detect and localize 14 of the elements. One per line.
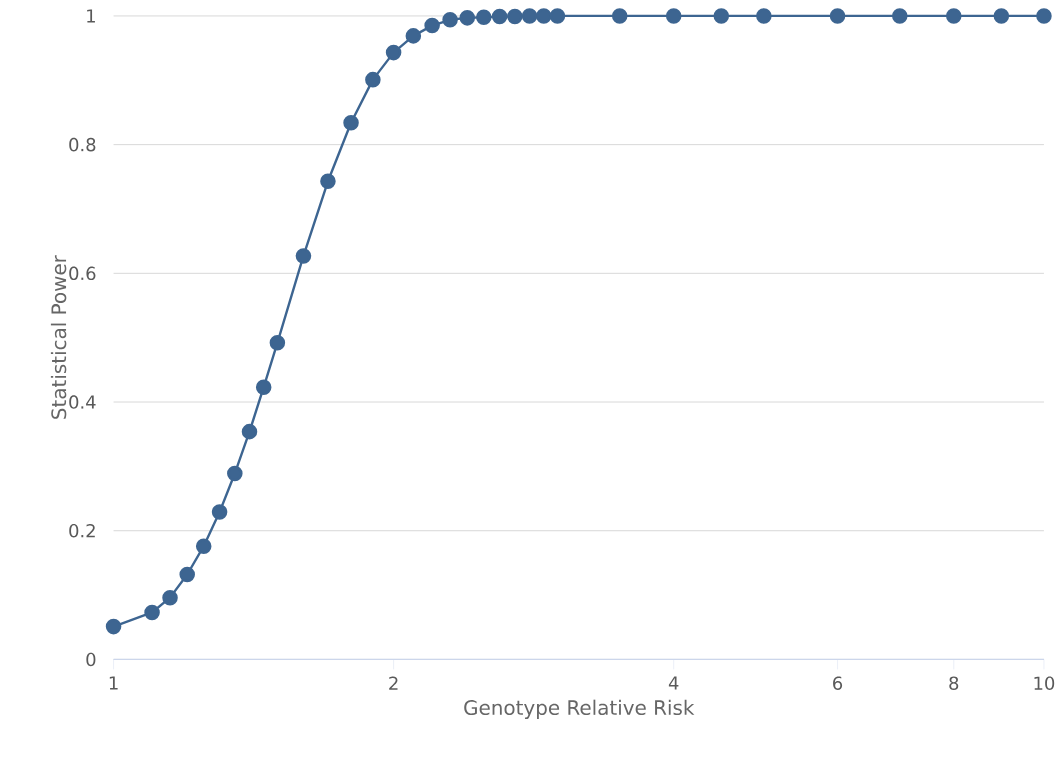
- y-tick-label: 0.6: [69, 266, 96, 281]
- y-tick-label: 0.2: [69, 523, 95, 538]
- y-tick-label: 0.8: [69, 137, 96, 152]
- y-tick-label: 1: [87, 9, 95, 23]
- x-tick-label: 2: [389, 676, 398, 690]
- y-tick-label: 0: [86, 652, 96, 667]
- y-tick-label: 0.4: [69, 395, 96, 409]
- x-tick-label: 1: [109, 676, 118, 690]
- x-tick-label: 6: [833, 676, 843, 690]
- x-tick-label: 8: [949, 676, 959, 690]
- x-tick-label: 4: [668, 676, 679, 690]
- x-axis-title: Genotype Relative Risk: [464, 699, 695, 719]
- y-axis-title: Statistical Power: [50, 255, 67, 419]
- x-tick-label: 10: [1034, 676, 1055, 690]
